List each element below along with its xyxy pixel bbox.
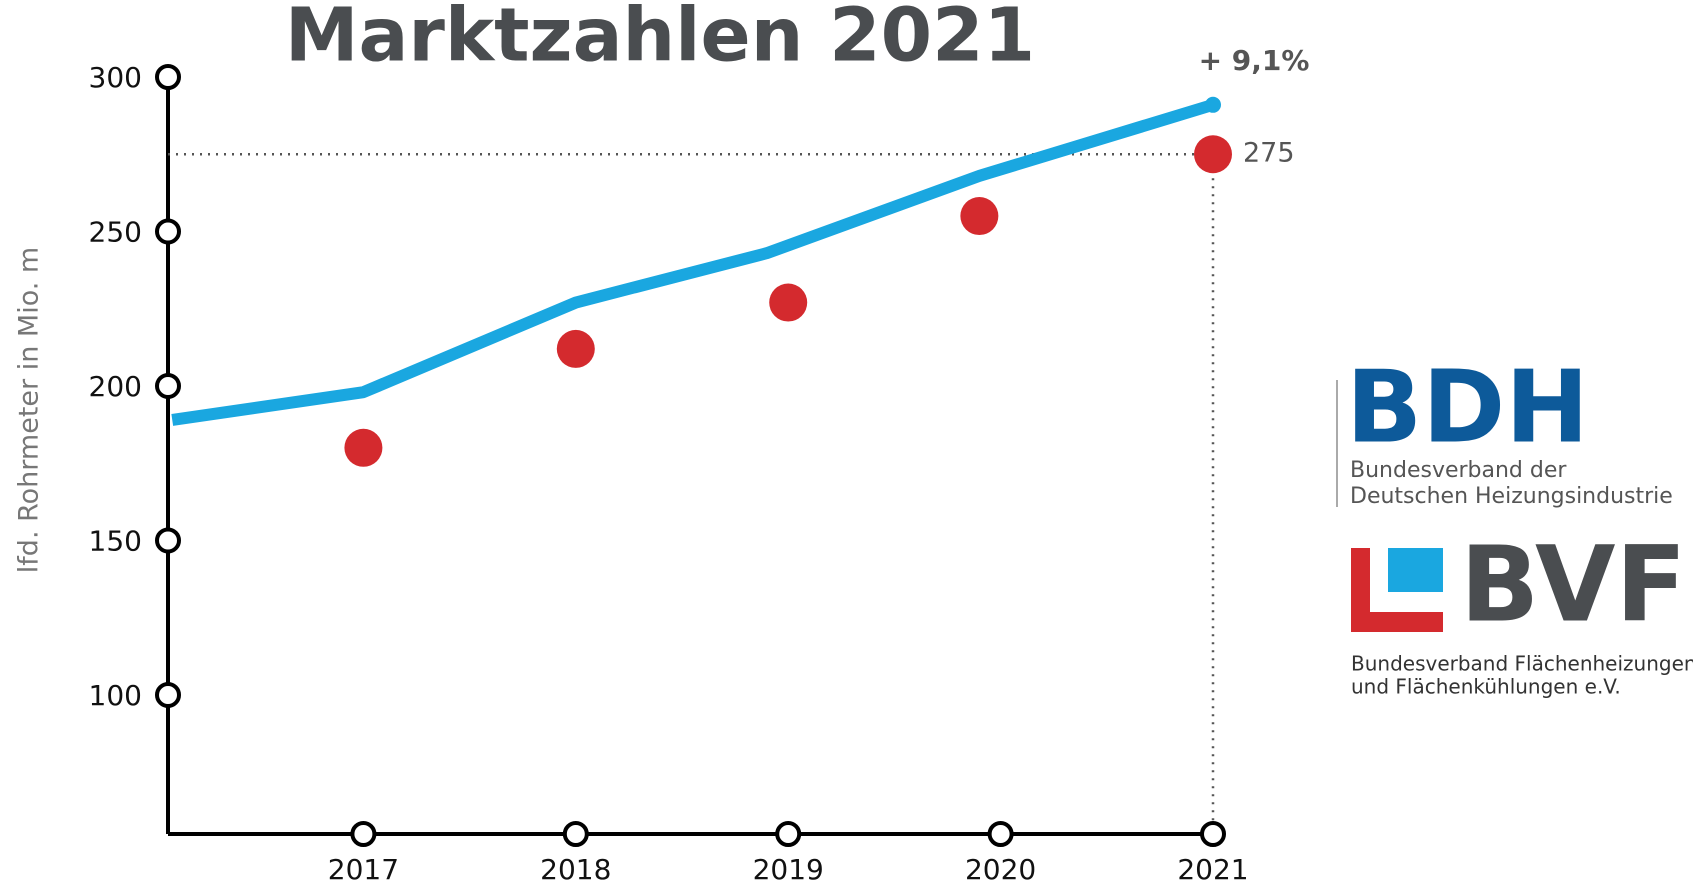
scatter-point	[1194, 135, 1232, 174]
logo-text: Deutschen Heizungsindustrie	[1350, 484, 1673, 509]
logo-text: Bundesverband der	[1350, 458, 1567, 483]
data-label: 275	[1243, 138, 1295, 169]
x-tick	[562, 821, 589, 847]
x-tick-label: 2019	[753, 853, 824, 886]
y-tick	[155, 372, 181, 399]
y-tick-label: 200	[89, 370, 142, 403]
scatter-point	[769, 283, 808, 322]
logo-square	[1388, 548, 1443, 592]
y-tick-label: 300	[89, 61, 142, 94]
y-tick	[155, 681, 181, 708]
y-tick	[155, 527, 181, 554]
x-tick-label: 2018	[540, 853, 611, 886]
x-tick-label: 2021	[1177, 853, 1248, 886]
x-tick-label: 2020	[965, 853, 1036, 886]
logo-text: und Flächenkühlungen e.V.	[1351, 675, 1621, 699]
logo-text: Bundesverband Flächenheizungen	[1351, 652, 1693, 676]
x-tick	[350, 821, 377, 847]
y-axis-label: lfd. Rohrmeter in Mio. m	[14, 247, 45, 573]
x-tick	[987, 821, 1014, 847]
annotation: + 9,1%	[1199, 44, 1310, 77]
scatter-point	[344, 428, 383, 467]
y-tick-label: 100	[89, 679, 142, 712]
y-tick-label: 150	[89, 524, 142, 557]
x-tick	[1200, 821, 1226, 847]
chart-title: Marktzahlen 2021	[285, 0, 1035, 79]
logo-bvf: BVF Bundesverband Flächenheizungen und F…	[1351, 523, 1693, 699]
logo-bdh: BDH Bundesverband der Deutschen Heizungs…	[1336, 348, 1673, 509]
x-tick-label: 2017	[328, 853, 399, 886]
scatter-point	[556, 329, 595, 368]
y-tick	[155, 218, 181, 245]
logo-name: BDH	[1346, 348, 1589, 465]
data-line	[171, 99, 1215, 426]
y-tick-label: 250	[89, 215, 142, 248]
line-end	[1205, 96, 1221, 113]
x-tick	[775, 821, 802, 847]
scatter-point	[960, 197, 999, 236]
logo-name: BVF	[1460, 523, 1687, 645]
y-tick	[155, 64, 181, 90]
